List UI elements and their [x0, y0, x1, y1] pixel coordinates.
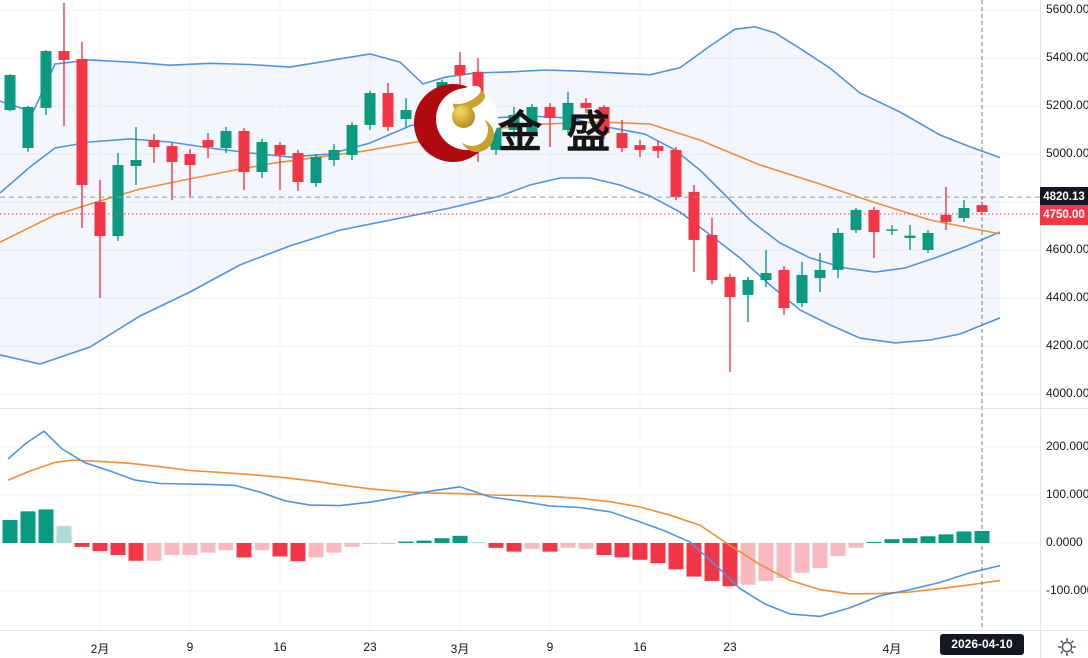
time-axis-label: 23: [723, 640, 737, 654]
price-axis-label: 5000.00: [1046, 146, 1088, 160]
time-axis-label: 9: [186, 640, 194, 654]
time-scale-border: [0, 630, 1088, 631]
price-axis-label: 4600.00: [1046, 242, 1088, 256]
time-axis-label: 2月: [90, 642, 110, 656]
price-axis-label: 4200.00: [1046, 338, 1088, 352]
price-scale-border: [1040, 0, 1041, 658]
crosshair-date-badge: 2026-04-10: [940, 634, 1024, 655]
macd-axis-label: 100.0000: [1046, 487, 1088, 501]
last-price-badge: 4820.13: [1040, 187, 1088, 208]
brand-text: 金 盛: [498, 108, 617, 157]
time-axis-label: 3月: [450, 642, 470, 656]
time-axis-label: 23: [363, 640, 377, 654]
price-axis-label: 5400.00: [1046, 50, 1088, 64]
price-axis-label: 4400.00: [1046, 290, 1088, 304]
macd-axis-label: 200.0000: [1046, 439, 1088, 453]
time-axis-label: 9: [546, 640, 554, 654]
pane-separator[interactable]: [0, 408, 1088, 409]
chart-canvas[interactable]: [0, 0, 1040, 630]
price-axis-label: 4000.00: [1046, 386, 1088, 400]
macd-axis-label: -100.0000: [1046, 583, 1088, 597]
macd-axis-label: 0.0000: [1046, 535, 1083, 549]
jinsheng-logo-watermark: 金 盛: [408, 78, 638, 174]
time-axis-label: 16: [273, 640, 287, 654]
alert-price-badge[interactable]: 4750.00: [1040, 205, 1088, 225]
time-axis-label: 16: [633, 640, 647, 654]
gear-icon[interactable]: [1057, 637, 1077, 657]
price-axis-label: 5200.00: [1046, 98, 1088, 112]
price-axis-label: 5600.00: [1046, 2, 1088, 16]
time-axis-label: 4月: [882, 642, 902, 656]
